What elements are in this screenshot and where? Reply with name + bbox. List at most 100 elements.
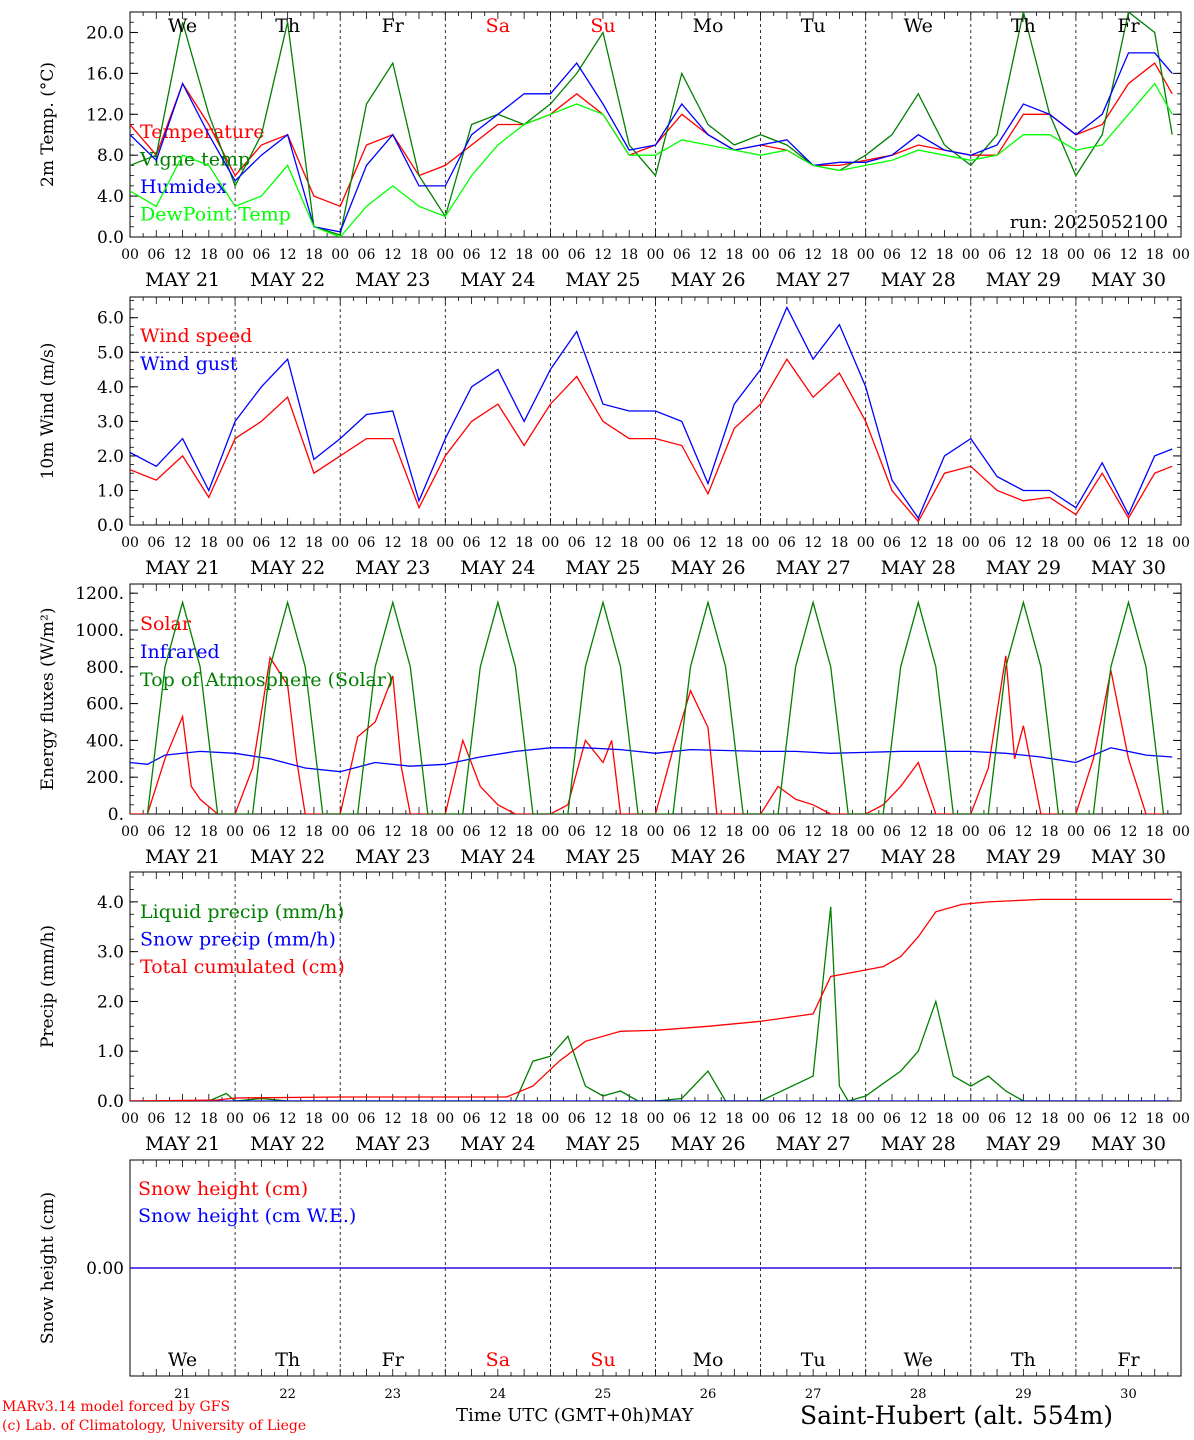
hour-label: 18 <box>936 1111 954 1127</box>
hour-label: 12 <box>804 247 822 263</box>
hour-label: 06 <box>988 247 1006 263</box>
y-tick-label: 8.0 <box>97 146 124 166</box>
hour-label: 18 <box>305 824 323 840</box>
hour-label: 06 <box>778 1111 796 1127</box>
hour-label: 12 <box>594 824 612 840</box>
hour-label: 18 <box>1146 535 1164 551</box>
y-tick-label: 0.0 <box>97 228 124 248</box>
hour-label: 12 <box>1120 535 1138 551</box>
legend-entry: Solar <box>140 613 192 635</box>
hour-label: 12 <box>804 824 822 840</box>
hour-label: 06 <box>673 535 691 551</box>
hour-label: 00 <box>1067 535 1085 551</box>
hour-label: 12 <box>1120 247 1138 263</box>
hour-label: 12 <box>489 247 507 263</box>
hour-label: 18 <box>620 535 638 551</box>
hour-label: 06 <box>988 535 1006 551</box>
series-line-solar <box>130 655 1164 814</box>
hour-label: 06 <box>988 1111 1006 1127</box>
hour-label: 00 <box>121 247 139 263</box>
date-label: MAY 22 <box>250 1133 325 1155</box>
hour-label: 12 <box>384 247 402 263</box>
day-number-label: 22 <box>279 1387 296 1402</box>
hour-label: 06 <box>147 1111 165 1127</box>
date-label: MAY 25 <box>565 269 640 291</box>
hour-label: 06 <box>358 247 376 263</box>
day-number-label: 24 <box>490 1387 507 1402</box>
hour-label: 06 <box>252 247 270 263</box>
hour-label: 18 <box>410 247 428 263</box>
day-number-label: 30 <box>1120 1387 1137 1402</box>
y-tick-label: 200. <box>86 768 124 788</box>
y-tick-label: 4.0 <box>97 187 124 207</box>
time-axis-label: Time UTC (GMT+0h) <box>456 1405 651 1426</box>
hour-label: 00 <box>541 247 559 263</box>
hour-label: 00 <box>1067 1111 1085 1127</box>
hour-label: 00 <box>436 247 454 263</box>
series-line-liquid-precip-mm-h- <box>130 906 1173 1101</box>
panel-3: 0. 200. 400. 600. 800. 1000. 1200. Energy fluxe… <box>38 583 1190 868</box>
hour-label: 00 <box>962 535 980 551</box>
hour-label: 00 <box>436 824 454 840</box>
hour-label: 06 <box>568 535 586 551</box>
weekday-label: We <box>168 15 197 37</box>
date-label: MAY 23 <box>355 1133 430 1155</box>
hour-label: 06 <box>358 535 376 551</box>
hour-label: 18 <box>725 824 743 840</box>
hour-label: 06 <box>778 535 796 551</box>
hour-label: 12 <box>174 247 192 263</box>
hour-label: 18 <box>1146 824 1164 840</box>
hour-label: 12 <box>489 535 507 551</box>
day-number-label: 29 <box>1015 1387 1032 1402</box>
hour-label: 12 <box>279 1111 297 1127</box>
hour-label: 18 <box>305 1111 323 1127</box>
date-label: MAY 22 <box>250 557 325 579</box>
hour-label: 06 <box>1093 535 1111 551</box>
legend-entry: Liquid precip (mm/h) <box>140 901 344 923</box>
weekday-label: Th <box>1011 1349 1036 1371</box>
legend-entry: Total cumulated (cm) <box>140 956 345 978</box>
hour-label: 06 <box>673 247 691 263</box>
date-label: MAY 30 <box>1091 846 1166 868</box>
hour-label: 06 <box>673 1111 691 1127</box>
y-tick-label: 2.0 <box>97 992 124 1012</box>
hour-label: 12 <box>699 1111 717 1127</box>
panel-5: 0.00 Snow height (cm) Snow height (cm) Snow… <box>38 1159 1182 1402</box>
hour-label: 18 <box>1146 247 1164 263</box>
hour-label: 00 <box>752 247 770 263</box>
y-tick-label: 0.00 <box>86 1259 124 1279</box>
hour-label: 00 <box>647 1111 665 1127</box>
weekday-label: Su <box>590 15 615 37</box>
hour-label: 12 <box>594 247 612 263</box>
hour-label: 06 <box>147 535 165 551</box>
hour-label: 12 <box>489 824 507 840</box>
date-label: MAY 23 <box>355 557 430 579</box>
hour-label: 06 <box>988 824 1006 840</box>
hour-label: 00 <box>226 535 244 551</box>
legend-entry: DewPoint Temp <box>140 204 291 226</box>
day-number-label: 28 <box>910 1387 927 1402</box>
hour-label: 18 <box>620 247 638 263</box>
day-number-label: 25 <box>595 1387 612 1402</box>
legend-entry: Humidex <box>140 176 227 198</box>
hour-label: 06 <box>778 247 796 263</box>
y-tick-label: 3.0 <box>97 943 124 963</box>
date-label: MAY 21 <box>145 846 220 868</box>
hour-label: 00 <box>331 824 349 840</box>
date-label: MAY 26 <box>670 269 745 291</box>
hour-label: 18 <box>936 535 954 551</box>
hour-label: 00 <box>647 535 665 551</box>
hour-label: 18 <box>515 247 533 263</box>
hour-label: 06 <box>883 535 901 551</box>
y-tick-label: 5.0 <box>97 343 124 363</box>
date-label: MAY 30 <box>1091 269 1166 291</box>
weekday-label: Tu <box>801 15 826 37</box>
y-tick-label: 16.0 <box>86 64 124 84</box>
hour-label: 18 <box>200 535 218 551</box>
hour-label: 06 <box>463 247 481 263</box>
date-label: MAY 27 <box>776 269 851 291</box>
hour-label: 12 <box>909 535 927 551</box>
date-label: MAY 29 <box>986 846 1061 868</box>
hour-label: 06 <box>1093 824 1111 840</box>
series-line-top-of-atmosphere-solar- <box>146 599 1165 814</box>
